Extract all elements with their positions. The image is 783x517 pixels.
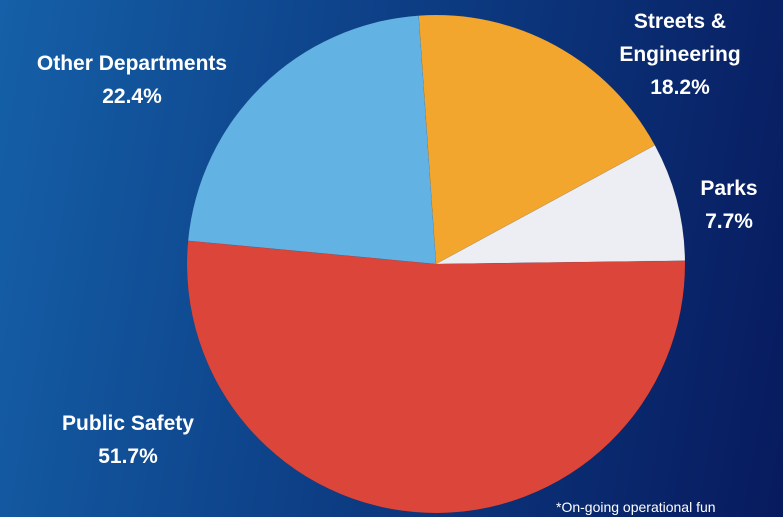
slice-value-label: 22.4% xyxy=(102,85,162,108)
slice-value-label: 51.7% xyxy=(98,445,158,468)
slice-label: Parks 7.7% xyxy=(700,177,757,233)
slice-name-label: Streets & xyxy=(634,10,726,33)
slice-name-label: Public Safety xyxy=(62,412,194,435)
footnote: *On-going operational fun xyxy=(556,499,716,515)
slice-label: Streets & Engineering 18.2% xyxy=(619,10,740,99)
slice-label: Other Departments 22.4% xyxy=(37,52,227,108)
slice-label: Public Safety 51.7% xyxy=(62,412,194,468)
pie-slice-parks xyxy=(435,144,686,265)
pie-slice-public-safety xyxy=(186,240,686,514)
slice-name-label: Other Departments xyxy=(37,52,227,75)
slice-value-label: 7.7% xyxy=(705,210,753,233)
pie-slice-other-departments xyxy=(187,15,437,265)
slice-value-label: 18.2% xyxy=(650,76,710,99)
pie-slice-streets-engineering xyxy=(418,14,656,265)
slice-name-label: Parks xyxy=(700,177,757,200)
slice-name-label: Engineering xyxy=(619,43,740,66)
